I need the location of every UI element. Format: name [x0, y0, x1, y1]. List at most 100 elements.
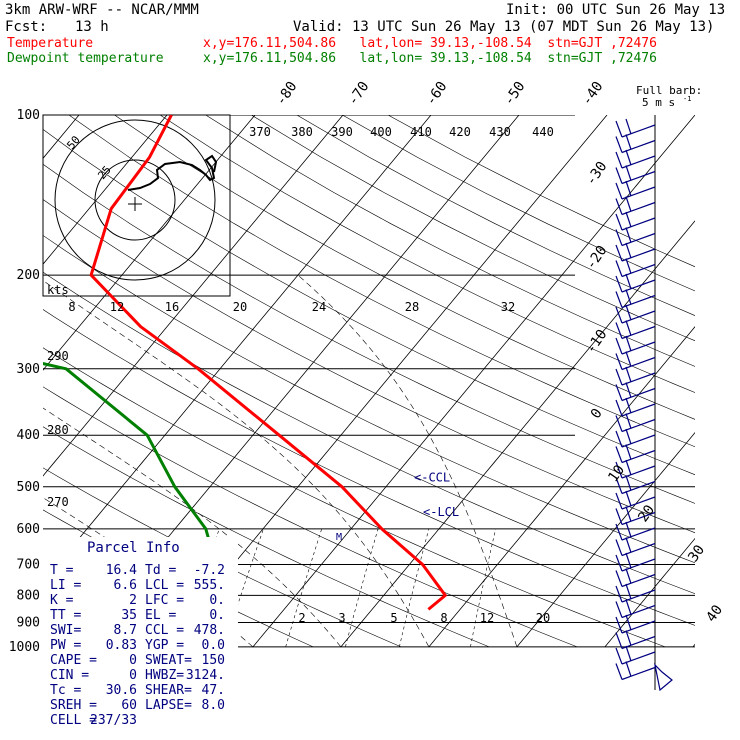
parcel-value: 16.4: [106, 563, 137, 578]
hodograph-trace: [127, 154, 218, 191]
wind-barb: [615, 351, 656, 371]
theta-e-label: 280: [47, 423, 69, 437]
parcel-value: 47.: [202, 683, 225, 698]
wind-barb: [615, 645, 656, 665]
dry-adiabat-line: [43, 309, 695, 626]
parcel-label: HWBZ=: [145, 668, 184, 683]
pressure-label: 700: [17, 558, 40, 573]
parcel-value: 2: [129, 593, 137, 608]
hodograph-speed-label: 8: [68, 300, 75, 314]
dry-adiabat-line: [342, 115, 695, 292]
theta-label: 410: [410, 125, 432, 139]
wind-barb: [615, 661, 656, 681]
theta-label: 440: [532, 125, 554, 139]
wind-barb: [615, 273, 656, 293]
moist-adiabat-line: [43, 407, 342, 648]
forecast-label: Fcst:: [5, 19, 48, 35]
hodograph-speed-label: 16: [165, 300, 179, 314]
mixing-ratio-line: [399, 528, 430, 647]
hodograph-box: [42, 114, 231, 297]
dry-adiabat-line: [43, 163, 695, 504]
parcel-value: 150: [202, 653, 225, 668]
parcel-info-panel: [43, 537, 238, 730]
dry-adiabat-line: [114, 115, 695, 420]
pressure-label: 500: [17, 480, 40, 495]
parcel-label: SWI=: [50, 623, 81, 638]
dry-adiabat-line: [43, 199, 695, 534]
parcel-label: PW =: [50, 638, 81, 653]
wind-barb: [615, 413, 656, 433]
parcel-label: YGP =: [145, 638, 184, 653]
wind-barb: [615, 475, 656, 495]
moist-adiabat-line: [297, 274, 518, 647]
hodograph-speed-label: 12: [110, 300, 124, 314]
wind-barb: [615, 149, 656, 169]
dry-adiabat-line: [43, 386, 578, 648]
wind-barb: [615, 258, 656, 278]
parcel-value: 0.: [209, 593, 225, 608]
isotherm-label: -70: [345, 79, 373, 109]
moist-adiabat-line: [43, 280, 430, 648]
isotherm-line: [340, 220, 695, 648]
theta-label: 400: [370, 125, 392, 139]
parcel-value: 237/33: [90, 713, 137, 728]
parcel-value: 35: [121, 608, 137, 623]
wind-barb: [615, 304, 656, 324]
isotherm-label: -20: [583, 243, 611, 273]
wind-barb: [615, 459, 656, 479]
parcel-value: 0: [129, 668, 137, 683]
valid-time: Valid: 13 UTC Sun 26 May 13 (07 MDT Sun …: [293, 19, 715, 35]
parcel-label: LAPSE=: [145, 698, 192, 713]
isotherm-label: -40: [579, 79, 607, 109]
isotherm-line: [516, 431, 695, 648]
parcel-label: Tc =: [50, 683, 81, 698]
parcel-label: LCL =: [145, 578, 184, 593]
theta-label: 370: [249, 125, 271, 139]
parcel-label: T =: [50, 563, 74, 578]
wind-barb: [615, 242, 656, 262]
isotherm-label: -10: [583, 327, 611, 357]
isotherm-line: [252, 115, 695, 648]
wind-barb: [615, 552, 656, 572]
isotherm-line: [43, 115, 432, 583]
mixing-ratio-label: 2: [298, 611, 305, 625]
parcel-label: K =: [50, 593, 74, 608]
theta-label: 380: [291, 125, 313, 139]
wind-barb: [615, 583, 656, 603]
parcel-label: SHEAR=: [145, 683, 192, 698]
mixing-ratio-label: 3: [338, 611, 345, 625]
dry-adiabat-line: [296, 115, 695, 316]
wind-barb: [615, 227, 656, 247]
wind-barb: [615, 335, 656, 355]
mixing-ratio-line: [223, 528, 264, 647]
wind-barb: [615, 211, 656, 231]
dewpoint-location: x,y=176.11,504.86 lat,lon= 39.13,-108.54…: [203, 51, 657, 66]
wind-barb: [615, 444, 656, 464]
temperature-location: x,y=176.11,504.86 lat,lon= 39.13,-108.54…: [203, 36, 657, 51]
wind-barb: [615, 521, 656, 541]
pressure-label: 300: [17, 362, 40, 377]
hodograph-ring-50: [54, 119, 216, 281]
wind-barb: [615, 397, 656, 417]
theta-label: 430: [489, 125, 511, 139]
dry-adiabat-line: [43, 467, 402, 648]
wind-barb: [615, 320, 656, 340]
full-barb-label: Full barb:: [636, 84, 702, 97]
parcel-value: 0.: [209, 608, 225, 623]
parcel-value: 8.0: [202, 698, 225, 713]
dry-adiabat-line: [251, 115, 695, 342]
wind-barb: [615, 118, 656, 138]
dry-adiabat-line: [43, 347, 666, 648]
isotherm-label: 10: [605, 462, 628, 485]
dry-adiabat-line: [387, 115, 695, 268]
isotherm-label: 20: [635, 502, 658, 525]
hodograph-ring-25: [94, 159, 176, 241]
hodograph-units-label: kts: [47, 283, 69, 297]
pressure-label: 100: [17, 108, 40, 123]
wind-barb: [615, 196, 656, 216]
theta-label: 390: [331, 125, 353, 139]
mixing-ratio-line: [285, 528, 322, 647]
wind-barb: [615, 506, 656, 526]
parcel-value: 60: [121, 698, 137, 713]
mixing-ratio-label: 20: [536, 611, 550, 625]
